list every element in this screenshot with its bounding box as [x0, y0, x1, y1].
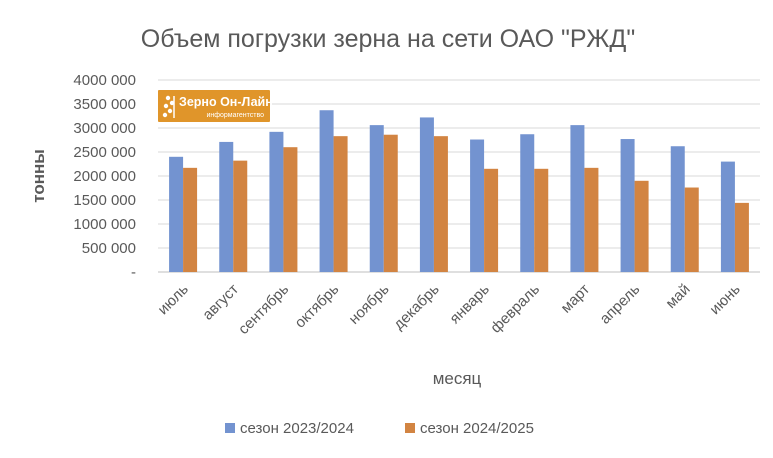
- bars: [169, 110, 749, 273]
- bar-season1-8: [570, 125, 585, 273]
- y-tick-label: 2000 000: [73, 168, 136, 185]
- bar-season2-10: [684, 187, 699, 272]
- bar-season1-7: [520, 134, 535, 272]
- bar-season2-2: [283, 147, 298, 272]
- bar-season2-3: [333, 136, 348, 272]
- y-tick-label: 3000 000: [73, 120, 136, 137]
- y-tick-label: 2500 000: [73, 144, 136, 161]
- x-tick-label: июль: [155, 281, 193, 319]
- y-axis-tick-labels: - 500 000 1000 000 1500 000 2000 000 2500 000…: [73, 72, 136, 281]
- logo-title: Зерно Он-Лайн: [179, 95, 273, 109]
- legend: сезон 2023/2024 сезон 2024/2025: [225, 420, 534, 437]
- legend-swatch: [225, 423, 235, 433]
- x-tick-label: июнь: [706, 281, 743, 318]
- x-tick-label: апрель: [597, 281, 644, 328]
- x-tick-label: ноябрь: [346, 281, 393, 328]
- y-tick-label: -: [131, 264, 136, 281]
- x-tick-label: май: [662, 281, 693, 312]
- x-tick-label: январь: [446, 281, 493, 328]
- bar-season2-6: [484, 168, 499, 272]
- x-tick-label: октябрь: [292, 281, 343, 332]
- x-axis-title: месяц: [433, 369, 482, 388]
- chart-title: Объем погрузки зерна на сети ОАО "РЖД": [141, 25, 635, 53]
- wheat-grain-icon: [162, 95, 175, 118]
- zerno-online-logo: Зерно Он-Лайн информагентство: [158, 90, 273, 122]
- legend-swatch: [405, 423, 415, 433]
- x-tick-label: февраль: [487, 281, 543, 337]
- bar-season2-5: [433, 136, 448, 272]
- x-tick-label: август: [199, 281, 242, 324]
- legend-label: сезон 2024/2025: [420, 420, 534, 437]
- y-tick-label: 500 000: [82, 240, 136, 257]
- bar-season1-9: [620, 139, 635, 272]
- y-tick-label: 4000 000: [73, 72, 136, 89]
- bar-season1-5: [419, 117, 434, 272]
- y-tick-label: 3500 000: [73, 96, 136, 113]
- bar-season2-7: [534, 168, 549, 272]
- bar-season1-0: [169, 156, 184, 272]
- gridlines: [158, 79, 760, 273]
- y-axis-title: тонны: [29, 149, 48, 203]
- bar-season2-4: [383, 134, 398, 272]
- bar-season1-10: [670, 146, 685, 272]
- bar-season1-2: [269, 131, 284, 272]
- x-tick-label: декабрь: [390, 281, 443, 334]
- bar-season1-3: [319, 110, 334, 273]
- bar-season2-1: [233, 160, 248, 272]
- bar-season2-11: [734, 202, 749, 272]
- x-tick-label: март: [558, 281, 594, 317]
- y-tick-label: 1500 000: [73, 192, 136, 209]
- bar-season1-6: [470, 139, 485, 272]
- y-tick-label: 1000 000: [73, 216, 136, 233]
- bar-season2-8: [584, 167, 599, 272]
- bar-season1-11: [720, 161, 735, 272]
- legend-label: сезон 2023/2024: [240, 420, 354, 437]
- bar-season1-4: [369, 125, 384, 273]
- bar-season2-0: [183, 167, 198, 272]
- bar-season1-1: [219, 141, 234, 272]
- x-tick-label: сентябрь: [235, 281, 292, 338]
- bar-season2-9: [634, 180, 649, 272]
- logo-subtitle: информагентство: [206, 112, 264, 119]
